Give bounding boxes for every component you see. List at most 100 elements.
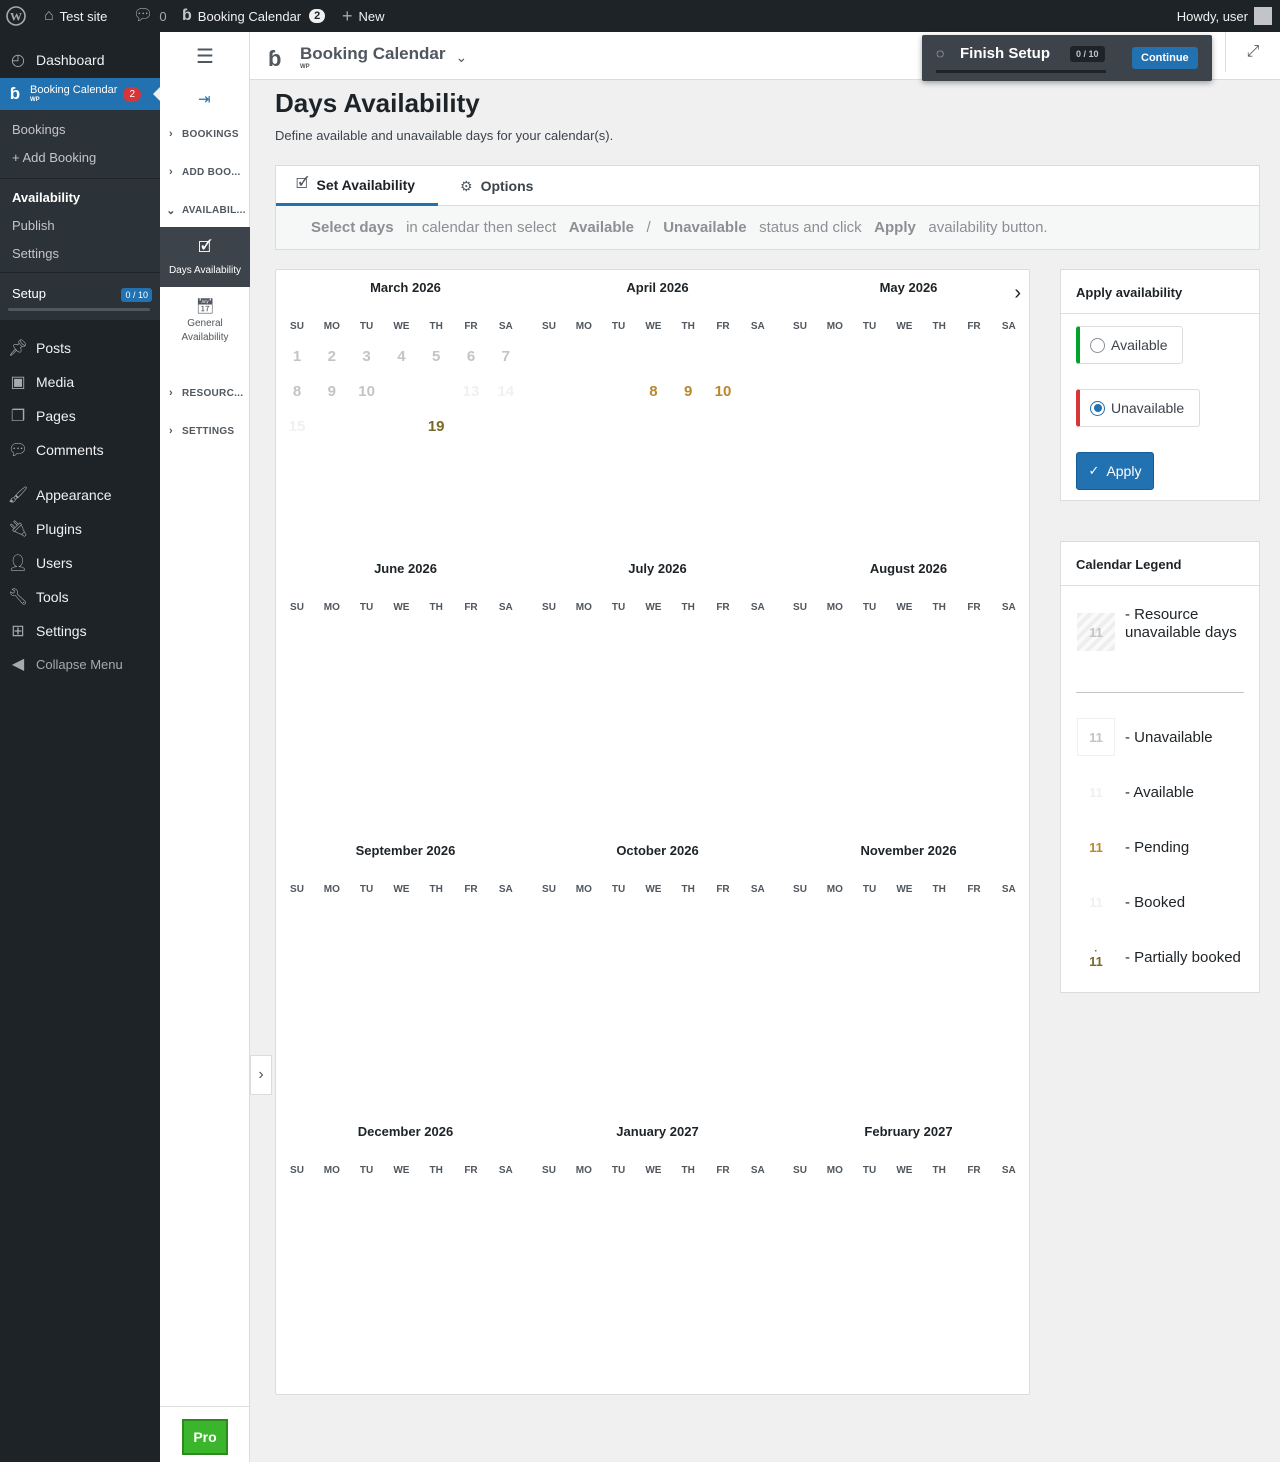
booking-calendar-link[interactable]: ɓ Booking Calendar 2: [182, 0, 326, 32]
legend-cell: · 11: [1077, 938, 1115, 976]
calendar-day-faint[interactable]: 13: [462, 383, 480, 400]
site-name-link[interactable]: ⌂ Test site: [44, 0, 107, 32]
expand-panel-button[interactable]: ›: [250, 1055, 272, 1095]
unavailable-option[interactable]: Unavailable: [1076, 389, 1200, 427]
nav-section-add-booking[interactable]: › ADD BOO...: [160, 158, 250, 186]
calendar-day-past[interactable]: 9: [327, 383, 336, 400]
comments-link[interactable]: 💬︎ 0: [133, 0, 167, 32]
calendar-day-past[interactable]: 1: [292, 348, 302, 365]
calendar-day-past[interactable]: 6: [466, 348, 476, 365]
availability-calendar: › March 2026 SU MO TU WE TH FR SA April 2026 SU MO…: [275, 269, 1030, 1395]
submenu-setup[interactable]: Setup: [12, 286, 46, 301]
hint-text: in calendar then select: [406, 219, 557, 236]
weekday-label: TH: [681, 602, 695, 613]
nav-section-settings[interactable]: › SETTINGS: [160, 417, 250, 445]
menu-posts[interactable]: 📌︎ Posts: [0, 334, 160, 362]
available-radio[interactable]: [1090, 337, 1105, 353]
continue-button[interactable]: Continue: [1132, 47, 1198, 69]
submenu-add-booking[interactable]: + Add Booking: [12, 150, 97, 165]
current-arrow: [153, 87, 160, 101]
menu-pages[interactable]: ❐ Pages: [0, 402, 160, 430]
available-option[interactable]: Available: [1076, 326, 1183, 364]
hamburger-menu-icon[interactable]: ☰: [196, 46, 214, 68]
menu-label: Dashboard: [36, 52, 105, 68]
menu-booking-calendar[interactable]: ɓ Booking Calendar WP 2: [0, 78, 160, 110]
product-switcher[interactable]: Booking Calendar WP ⌄: [300, 45, 467, 70]
menu-appearance[interactable]: 🖌︎ Appearance: [0, 481, 160, 509]
calendar-day-pending[interactable]: 9: [684, 383, 693, 400]
tab-options[interactable]: ⚙︎ Options: [446, 166, 533, 206]
exit-icon[interactable]: ⇥: [198, 91, 211, 108]
calendar-day-past[interactable]: 5: [432, 348, 441, 365]
setup-progress-badge: 0 / 10: [1070, 46, 1105, 62]
divider: [0, 178, 160, 179]
menu-plugins[interactable]: 🔌︎ Plugins: [0, 515, 160, 543]
legend-resource-unavailable: 11 - Resource unavailable days: [1077, 606, 1240, 651]
unavailable-radio[interactable]: [1090, 400, 1105, 416]
calendar-day-pending[interactable]: 8: [649, 383, 658, 400]
calendar-day-past[interactable]: 4: [397, 348, 406, 365]
calendar-check-icon: 🗹: [198, 239, 212, 256]
submenu-bookings[interactable]: Bookings: [12, 122, 66, 137]
wordpress-logo-icon[interactable]: W: [6, 0, 26, 32]
month-title: April 2026: [626, 280, 689, 295]
weekday-label: SA: [498, 321, 513, 332]
weekday-label: WE: [645, 1165, 662, 1176]
weekday-label: TU: [862, 884, 877, 895]
collapse-menu-button[interactable]: ◀ Collapse Menu: [0, 650, 160, 678]
calendar-day-past[interactable]: 8: [292, 383, 302, 400]
submenu-settings[interactable]: Settings: [12, 246, 59, 261]
calendar-day-past[interactable]: 2: [327, 348, 336, 365]
weekday-label: SU: [793, 884, 807, 895]
tab-set-availability[interactable]: 🗹 Set Availability: [276, 166, 438, 206]
hint-strong: Unavailable: [663, 219, 747, 236]
my-account-link[interactable]: Howdy, user: [1177, 0, 1272, 32]
pin-icon: 📌︎: [7, 340, 29, 357]
calendar-day-pending[interactable]: 10: [714, 383, 732, 400]
legend-available: 11 - Available: [1077, 773, 1194, 811]
calendar-day-faint[interactable]: 15: [288, 418, 306, 435]
brush-icon: 🖌︎: [7, 487, 29, 504]
menu-users[interactable]: 👤︎ Users: [0, 549, 160, 577]
legend-label: - Available: [1125, 783, 1194, 801]
nav-section-resources[interactable]: › RESOURC...: [160, 379, 250, 407]
calendar-day-booked[interactable]: 19: [427, 418, 445, 435]
option-label: Available: [1111, 337, 1168, 353]
nav-item-days-availability[interactable]: 🗹 Days Availability: [160, 227, 250, 287]
fullscreen-icon[interactable]: ⤢: [1225, 32, 1280, 72]
next-month-arrow-icon[interactable]: ›: [1014, 282, 1021, 304]
weekday-label: TH: [932, 321, 946, 332]
nav-section-bookings[interactable]: › BOOKINGS: [160, 120, 250, 148]
calendar-legend-panel: Calendar Legend 11 - Resource unavailabl…: [1060, 541, 1260, 993]
apply-button[interactable]: ✓ Apply: [1076, 452, 1154, 490]
menu-comments[interactable]: 💬︎ Comments: [0, 436, 160, 464]
weekday-label: SU: [542, 1165, 556, 1176]
pro-button[interactable]: Pro: [182, 1419, 228, 1455]
weekday-label: SU: [793, 1165, 807, 1176]
weekday-label: TU: [359, 1165, 374, 1176]
calendar-day-faint[interactable]: 14: [497, 383, 515, 400]
legend-cell-number: 11: [1089, 954, 1103, 969]
submenu-availability[interactable]: Availability: [12, 190, 81, 205]
submenu-publish[interactable]: Publish: [12, 218, 55, 233]
weekday-label: TH: [681, 884, 695, 895]
comments-count: 0: [159, 8, 167, 24]
apply-availability-panel: Apply availability Available Unavailable…: [1060, 269, 1260, 501]
nav-item-general-availability[interactable]: 📅︎ General Availability: [160, 297, 250, 357]
svg-text:W: W: [10, 10, 22, 24]
menu-settings[interactable]: ⊞ Settings: [0, 617, 160, 645]
chevron-right-icon: ›: [169, 387, 173, 399]
weekday-label: MO: [826, 1165, 843, 1176]
weekday-label: SA: [750, 321, 765, 332]
menu-dashboard[interactable]: ◴ Dashboard: [0, 46, 160, 74]
month-title: December 2026: [357, 1124, 454, 1139]
menu-tools[interactable]: 🔧︎ Tools: [0, 583, 160, 611]
menu-label: Comments: [36, 442, 104, 458]
menu-media[interactable]: ▣ Media: [0, 368, 160, 396]
legend-unavailable: 11 - Unavailable: [1077, 718, 1213, 756]
calendar-day-past[interactable]: 3: [362, 348, 371, 365]
nav-section-availability[interactable]: ⌄ AVAILABIL...: [160, 196, 250, 224]
calendar-day-past[interactable]: 7: [501, 348, 510, 365]
new-content-link[interactable]: + New: [342, 0, 385, 32]
calendar-day-past[interactable]: 10: [358, 383, 375, 400]
